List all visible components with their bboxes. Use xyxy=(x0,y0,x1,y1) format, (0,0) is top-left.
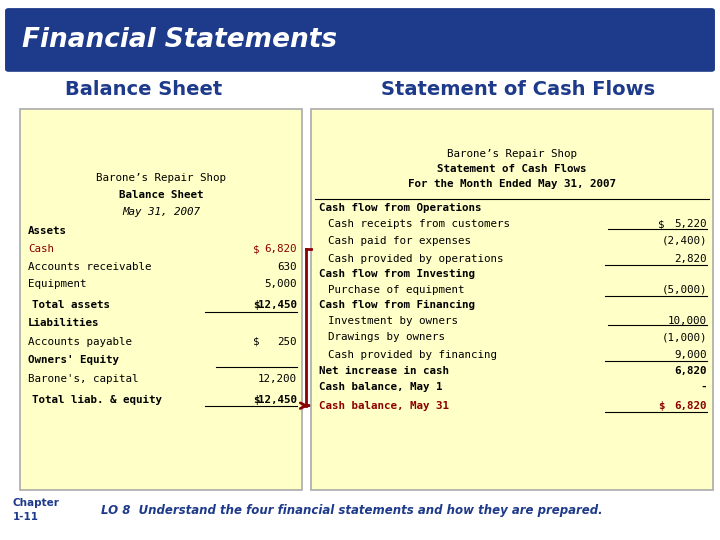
Text: Financial Statements: Financial Statements xyxy=(22,27,337,53)
Text: Accounts payable: Accounts payable xyxy=(28,336,132,347)
Text: Balance Sheet: Balance Sheet xyxy=(66,79,222,99)
Text: Chapter: Chapter xyxy=(13,498,60,508)
Text: Net increase in cash: Net increase in cash xyxy=(319,366,449,376)
Text: 9,000: 9,000 xyxy=(675,350,707,360)
Text: $: $ xyxy=(658,401,665,411)
Text: Drawings by owners: Drawings by owners xyxy=(328,332,445,342)
FancyBboxPatch shape xyxy=(5,8,715,72)
Text: Owners' Equity: Owners' Equity xyxy=(28,355,119,365)
Text: 630: 630 xyxy=(277,262,297,272)
Text: $: $ xyxy=(253,336,260,347)
Text: Total liab. & equity: Total liab. & equity xyxy=(32,395,163,404)
Text: 12,450: 12,450 xyxy=(258,395,297,404)
Text: Cash balance, May 31: Cash balance, May 31 xyxy=(319,401,449,411)
Text: $: $ xyxy=(253,300,260,310)
Text: Cash paid for expenses: Cash paid for expenses xyxy=(328,235,471,246)
Text: Cash provided by operations: Cash provided by operations xyxy=(328,253,503,264)
Text: Barone’s Repair Shop: Barone’s Repair Shop xyxy=(447,149,577,159)
Text: Assets: Assets xyxy=(28,226,67,236)
Text: Balance Sheet: Balance Sheet xyxy=(119,190,204,200)
Text: For the Month Ended May 31, 2007: For the Month Ended May 31, 2007 xyxy=(408,179,616,189)
Text: 5,220: 5,220 xyxy=(675,219,707,229)
FancyBboxPatch shape xyxy=(311,109,713,490)
Text: LO 8  Understand the four financial statements and how they are prepared.: LO 8 Understand the four financial state… xyxy=(101,504,603,517)
Text: Liabilities: Liabilities xyxy=(28,319,99,328)
Text: 12,200: 12,200 xyxy=(258,374,297,384)
Text: $: $ xyxy=(658,219,665,229)
Text: (2,400): (2,400) xyxy=(662,235,707,246)
Text: (1,000): (1,000) xyxy=(662,332,707,342)
Text: Barone’s Repair Shop: Barone’s Repair Shop xyxy=(96,173,226,183)
Text: Cash provided by financing: Cash provided by financing xyxy=(328,350,497,360)
Text: Barone's, capital: Barone's, capital xyxy=(28,374,138,384)
Text: 10,000: 10,000 xyxy=(668,316,707,326)
Text: Cash flow from Financing: Cash flow from Financing xyxy=(319,300,475,310)
Text: Equipment: Equipment xyxy=(28,280,86,289)
Text: $: $ xyxy=(253,245,260,254)
Text: Total assets: Total assets xyxy=(32,300,110,310)
Text: Cash flow from Operations: Cash flow from Operations xyxy=(319,203,482,213)
Text: 6,820: 6,820 xyxy=(675,366,707,376)
Text: 1-11: 1-11 xyxy=(13,512,39,522)
Text: Cash flow from Investing: Cash flow from Investing xyxy=(319,269,475,279)
Text: May 31, 2007: May 31, 2007 xyxy=(122,207,200,217)
Text: Cash balance, May 1: Cash balance, May 1 xyxy=(319,382,443,392)
Text: Statement of Cash Flows: Statement of Cash Flows xyxy=(437,164,587,174)
Text: 12,450: 12,450 xyxy=(258,300,297,310)
Text: -: - xyxy=(701,382,707,392)
Text: Cash receipts from customers: Cash receipts from customers xyxy=(328,219,510,229)
Text: 250: 250 xyxy=(277,336,297,347)
Text: Cash: Cash xyxy=(28,245,54,254)
Text: $: $ xyxy=(253,395,260,404)
FancyBboxPatch shape xyxy=(20,109,302,490)
Text: (5,000): (5,000) xyxy=(662,285,707,295)
Text: 6,820: 6,820 xyxy=(264,245,297,254)
Text: Purchase of equipment: Purchase of equipment xyxy=(328,285,464,295)
Text: Statement of Cash Flows: Statement of Cash Flows xyxy=(382,79,655,99)
Text: Accounts receivable: Accounts receivable xyxy=(28,262,152,272)
Text: 2,820: 2,820 xyxy=(675,253,707,264)
Text: 5,000: 5,000 xyxy=(264,280,297,289)
Text: Investment by owners: Investment by owners xyxy=(328,316,458,326)
Text: 6,820: 6,820 xyxy=(675,401,707,411)
